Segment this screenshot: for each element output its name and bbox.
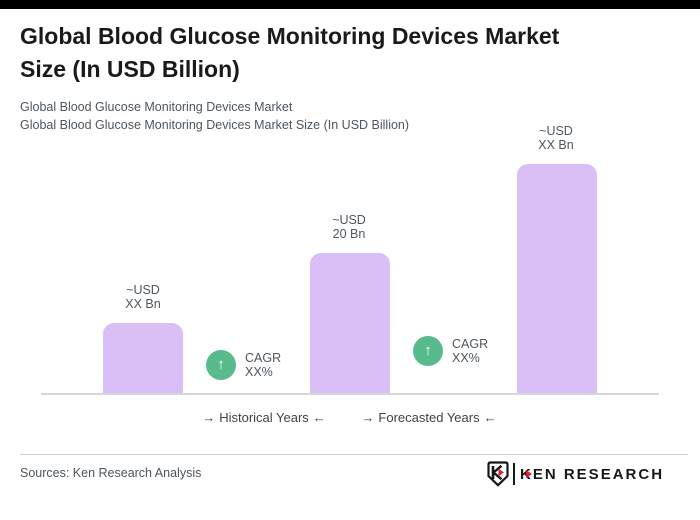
cagr-label: CAGR bbox=[452, 337, 489, 351]
x-axis-line bbox=[41, 393, 659, 395]
bar-value-line1: ~USD bbox=[539, 124, 573, 138]
axis-group-label: Forecasted Years bbox=[378, 410, 480, 425]
page-title-line1: Global Blood Glucose Monitoring Devices … bbox=[20, 23, 560, 49]
bar-value-line2: XX Bn bbox=[125, 297, 161, 311]
red-triangle-icon bbox=[525, 470, 532, 478]
bar-value-line1: ~USD bbox=[126, 283, 160, 297]
footer-divider bbox=[20, 454, 688, 455]
right-arrow-icon: → bbox=[202, 410, 216, 425]
axis-group-historical: → Historical Years ← bbox=[198, 410, 330, 425]
right-arrow-icon: → bbox=[361, 410, 375, 425]
bar-value-line2: 20 Bn bbox=[332, 227, 366, 241]
bar-forecasted bbox=[517, 164, 597, 394]
cagr-label: CAGR bbox=[245, 351, 282, 365]
cagr-badge-text: CAGR XX% bbox=[452, 337, 488, 365]
ken-research-logo: K EN RESEARCH bbox=[487, 460, 664, 488]
up-arrow-icon: ↑ bbox=[217, 356, 225, 373]
chart-subtitle-line1: Global Blood Glucose Monitoring Devices … bbox=[20, 100, 293, 114]
left-arrow-icon: ← bbox=[483, 410, 497, 425]
up-arrow-icon: ↑ bbox=[424, 342, 432, 359]
sources-text: Sources: Ken Research Analysis bbox=[20, 466, 202, 480]
cagr-badge-circle: ↑ bbox=[413, 336, 443, 366]
cagr-badge-text: CAGR XX% bbox=[245, 351, 281, 379]
chart-subtitle: Global Blood Glucose Monitoring Devices … bbox=[20, 98, 680, 134]
bar-historical-1 bbox=[103, 323, 183, 394]
top-bar bbox=[0, 0, 700, 9]
bar-value-label: ~USD XX Bn bbox=[88, 283, 198, 311]
page-title-line2: Size (In USD Billion) bbox=[20, 56, 240, 82]
page-title: Global Blood Glucose Monitoring Devices … bbox=[20, 20, 680, 86]
logo-separator bbox=[513, 463, 515, 485]
axis-group-label: Historical Years bbox=[219, 410, 309, 425]
bar-value-line2: XX Bn bbox=[538, 138, 574, 152]
axis-group-forecasted: → Forecasted Years ← bbox=[357, 410, 500, 425]
ken-research-shield-icon bbox=[487, 461, 509, 487]
bar-value-label: ~USD 20 Bn bbox=[294, 213, 404, 241]
cagr-value: XX% bbox=[245, 365, 273, 379]
logo-k: K bbox=[520, 465, 533, 483]
chart-subtitle-line2: Global Blood Glucose Monitoring Devices … bbox=[20, 118, 410, 132]
logo-rest: EN RESEARCH bbox=[532, 465, 665, 483]
cagr-badge-circle: ↑ bbox=[206, 350, 236, 380]
left-arrow-icon: ← bbox=[312, 410, 326, 425]
bar-value-line1: ~USD bbox=[332, 213, 366, 227]
bar-historical-2 bbox=[310, 253, 390, 394]
bar-value-label: ~USD XX Bn bbox=[501, 124, 611, 152]
logo-wordmark: K EN RESEARCH bbox=[520, 466, 664, 483]
cagr-value: XX% bbox=[452, 351, 480, 365]
